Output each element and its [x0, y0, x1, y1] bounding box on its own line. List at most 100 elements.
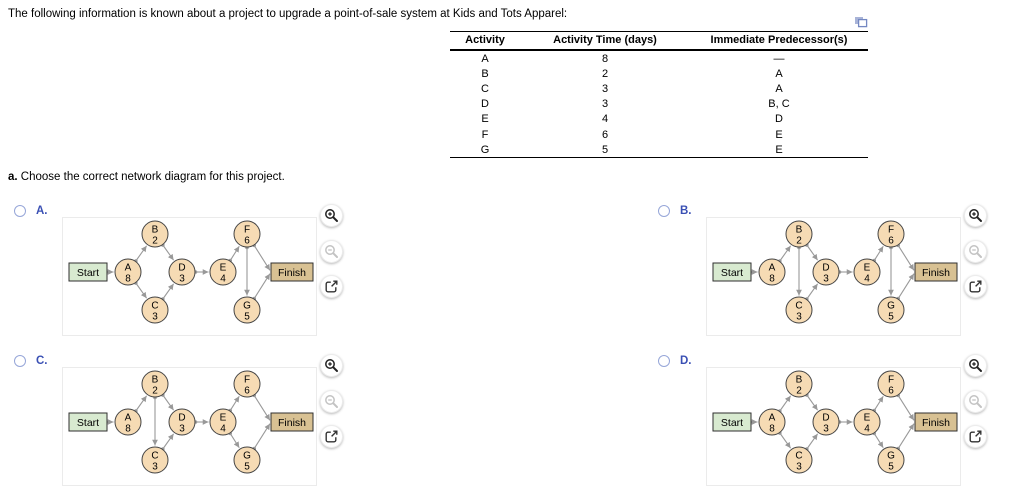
svg-text:3: 3 — [152, 312, 158, 323]
svg-text:E: E — [220, 413, 227, 424]
activity-node-b: B2 — [785, 220, 813, 248]
svg-text:D: D — [178, 413, 185, 424]
option-c-label[interactable]: C. — [36, 355, 48, 367]
activity-node-e: E4 — [853, 408, 881, 436]
activity-node-f: F6 — [877, 220, 905, 248]
svg-text:4: 4 — [864, 274, 870, 285]
zoom-out-button[interactable] — [964, 240, 987, 263]
svg-text:3: 3 — [179, 274, 185, 285]
option-a-radio[interactable] — [14, 205, 26, 217]
col-header-time: Activity Time (days) — [520, 31, 690, 51]
finish-node: Finish — [270, 412, 314, 432]
zoom-out-button[interactable] — [964, 390, 987, 413]
svg-text:6: 6 — [888, 386, 894, 397]
svg-text:F: F — [888, 375, 894, 386]
activity-node-e: E4 — [209, 258, 237, 286]
activity-node-c: C3 — [785, 446, 813, 474]
svg-text:2: 2 — [152, 236, 158, 247]
activity-cell: F — [481, 128, 489, 141]
open-in-new-window-icon — [969, 280, 982, 293]
svg-text:Finish: Finish — [922, 417, 950, 429]
finish-node: Finish — [270, 262, 314, 282]
activity-cell: D — [481, 98, 489, 111]
svg-text:B: B — [796, 375, 803, 386]
activity-node-c: C3 — [141, 296, 169, 324]
option-b-label[interactable]: B. — [680, 205, 692, 217]
svg-text:Start: Start — [721, 267, 743, 279]
option-c: C. Start Finish A 8 B 2 C 3 D 3 E 4 F 6 G 5 — [8, 352, 354, 498]
svg-text:Finish: Finish — [278, 267, 306, 279]
predecessors-cell: D — [775, 113, 783, 126]
activity-node-a: A8 — [114, 408, 142, 436]
svg-text:4: 4 — [220, 424, 226, 435]
activity-node-e: E4 — [853, 258, 881, 286]
option-d-radio[interactable] — [658, 355, 670, 367]
svg-text:3: 3 — [823, 274, 829, 285]
activity-node-g: G5 — [233, 446, 261, 474]
svg-text:3: 3 — [796, 462, 802, 473]
time-cell: 6 — [601, 128, 609, 141]
zoom-out-icon — [969, 245, 982, 258]
zoom-in-icon — [325, 359, 338, 372]
activity-cell: A — [481, 52, 489, 65]
table-row: G 5 E — [450, 142, 868, 158]
zoom-in-button[interactable] — [320, 354, 343, 377]
time-cell: 3 — [601, 98, 609, 111]
time-cell: 3 — [601, 82, 609, 95]
svg-text:Start: Start — [77, 267, 99, 279]
activity-table-container: Activity Activity Time (days) Immediate … — [450, 15, 868, 159]
open-in-new-window-icon — [325, 430, 338, 443]
svg-text:Start: Start — [721, 417, 743, 429]
svg-text:5: 5 — [888, 312, 894, 323]
svg-text:C: C — [795, 301, 802, 312]
open-in-new-window-button[interactable] — [964, 275, 987, 298]
svg-text:6: 6 — [888, 236, 894, 247]
svg-text:6: 6 — [244, 236, 250, 247]
zoom-in-button[interactable] — [320, 204, 343, 227]
option-a: A. Start Finish A 8 B 2 C 3 D 3 E 4 F 6 G 5 — [8, 202, 354, 348]
open-in-new-window-button[interactable] — [320, 275, 343, 298]
option-a-label[interactable]: A. — [36, 205, 48, 217]
svg-text:8: 8 — [769, 424, 775, 435]
zoom-out-button[interactable] — [320, 240, 343, 263]
open-in-new-window-button[interactable] — [320, 425, 343, 448]
activity-node-a: A8 — [758, 258, 786, 286]
option-b-radio[interactable] — [658, 205, 670, 217]
zoom-out-button[interactable] — [320, 390, 343, 413]
time-cell: 4 — [601, 113, 609, 126]
zoom-out-icon — [325, 395, 338, 408]
predecessors-cell: A — [775, 67, 783, 80]
svg-text:D: D — [178, 263, 185, 274]
table-row: D 3 B, C — [450, 97, 868, 112]
svg-text:2: 2 — [796, 386, 802, 397]
diagram-tools — [320, 202, 346, 302]
page-title: The following information is known about… — [8, 8, 568, 20]
table-row: E 4 D — [450, 112, 868, 127]
zoom-in-icon — [969, 359, 982, 372]
svg-text:2: 2 — [796, 236, 802, 247]
activity-node-g: G5 — [877, 296, 905, 324]
table-popout-button[interactable] — [854, 16, 868, 29]
option-d-label[interactable]: D. — [680, 355, 692, 367]
diagram-tools — [320, 352, 346, 452]
predecessors-cell: E — [775, 128, 783, 141]
col-header-activity: Activity — [450, 31, 520, 51]
svg-text:C: C — [795, 451, 802, 462]
svg-text:A: A — [769, 263, 776, 274]
finish-node: Finish — [914, 412, 958, 432]
activity-node-f: F6 — [233, 220, 261, 248]
svg-text:G: G — [243, 451, 251, 462]
svg-text:G: G — [887, 451, 895, 462]
open-in-new-window-button[interactable] — [964, 425, 987, 448]
zoom-in-button[interactable] — [964, 354, 987, 377]
activity-node-f: F6 — [233, 370, 261, 398]
start-node: Start — [68, 262, 108, 282]
option-c-radio[interactable] — [14, 355, 26, 367]
svg-text:3: 3 — [179, 424, 185, 435]
zoom-in-button[interactable] — [964, 204, 987, 227]
open-in-new-window-icon — [325, 280, 338, 293]
time-cell: 2 — [601, 67, 609, 80]
